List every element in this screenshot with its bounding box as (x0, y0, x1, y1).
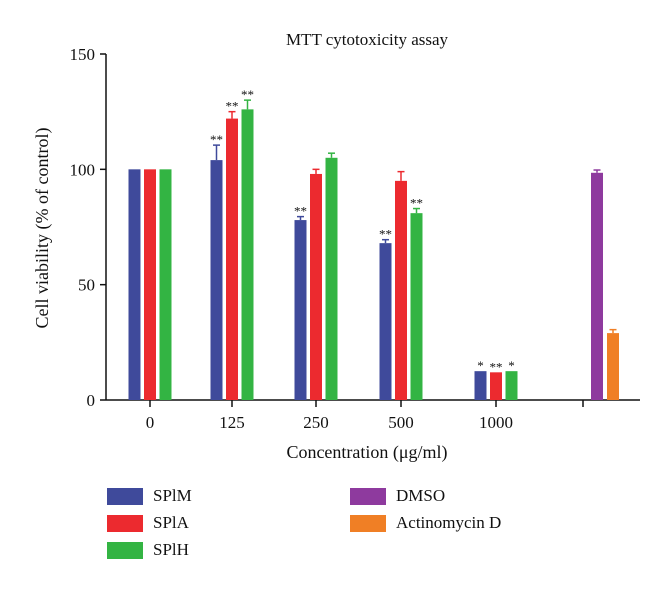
significance-spla: ** (226, 99, 239, 114)
x-tick-label: 0 (146, 413, 155, 432)
bar-spla (395, 180, 407, 400)
legend-swatch-splm (107, 487, 143, 505)
legend-swatch-dmso (350, 487, 386, 505)
y-tick-label: 150 (70, 45, 96, 64)
significance-spla: ** (490, 359, 503, 374)
legend-swatch-spla (107, 514, 143, 532)
bar-spla (144, 169, 156, 400)
bar-splm (474, 371, 487, 400)
bar-splh (505, 371, 518, 400)
legend-label-splm: SPlM (153, 486, 192, 505)
bar-splm (128, 169, 141, 400)
legend-item-splh: SPlH (107, 540, 189, 560)
x-axis-label: Concentration (μg/ml) (286, 442, 447, 463)
chart-title: MTT cytotoxicity assay (286, 30, 449, 49)
significance-splm: ** (294, 204, 307, 219)
significance-splh: * (508, 358, 515, 373)
y-tick-label: 100 (70, 160, 96, 179)
bar-spla (490, 372, 502, 400)
significance-splm: * (477, 358, 484, 373)
bar-splh (159, 169, 172, 400)
x-tick-label: 250 (303, 413, 329, 432)
bar-splm (379, 243, 392, 400)
legend-label-splh: SPlH (153, 540, 189, 559)
significance-splm: ** (379, 227, 392, 242)
significance-splh: ** (410, 196, 423, 211)
y-tick-label: 50 (78, 276, 95, 295)
y-axis-label: Cell viability (% of control) (32, 128, 53, 329)
legend-swatch-actinomycin-d (350, 514, 386, 532)
bar-splh (241, 109, 254, 401)
bar-splm (210, 160, 223, 400)
significance-splh: ** (241, 87, 254, 102)
bar-splh (325, 157, 338, 400)
x-tick-label: 125 (219, 413, 245, 432)
significance-splm: ** (210, 132, 223, 147)
bar-spla (310, 173, 322, 400)
x-tick-label: 500 (388, 413, 414, 432)
legend-label-actinomycin-d: Actinomycin D (396, 513, 502, 532)
legend-label-dmso: DMSO (396, 486, 446, 505)
bar-splm (294, 220, 307, 400)
bar-dmso (591, 172, 603, 400)
legend-item-dmso: DMSO (350, 486, 445, 506)
bar-spla (226, 118, 238, 400)
bar-actinomycin-d (607, 333, 619, 400)
legend-swatch-splh (107, 541, 143, 559)
legend-item-splm: SPlM (107, 486, 192, 506)
x-tick-label: 1000 (479, 413, 513, 432)
legend-item-actinomycin-d: Actinomycin D (350, 513, 501, 533)
legend-label-spla: SPlA (153, 513, 189, 532)
y-tick-label: 0 (87, 391, 96, 410)
bar-splh (410, 213, 423, 400)
legend-item-spla: SPlA (107, 513, 189, 533)
chart: MTT cytotoxicity assay 0 50 100 150 0 125 250 5… (32, 30, 640, 463)
